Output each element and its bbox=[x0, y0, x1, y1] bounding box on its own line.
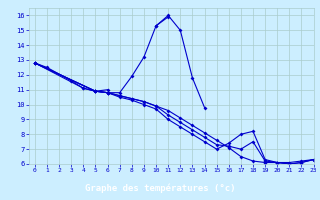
Text: Graphe des températures (°c): Graphe des températures (°c) bbox=[85, 184, 235, 193]
